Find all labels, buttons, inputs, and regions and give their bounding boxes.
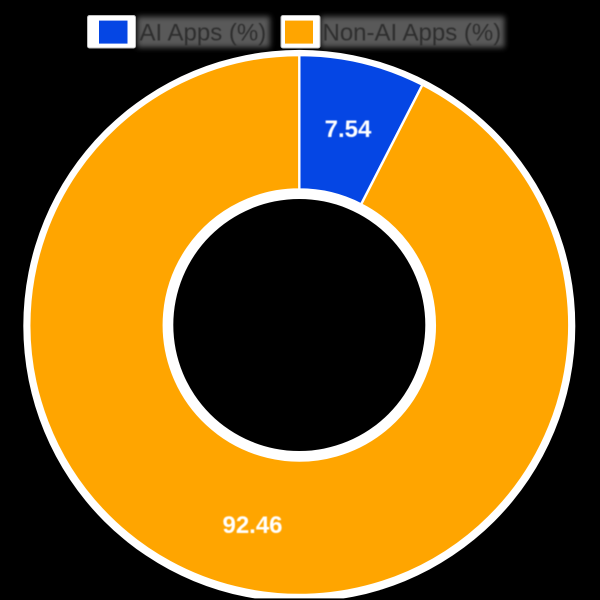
svg-text:92.46: 92.46 (222, 512, 282, 539)
svg-text:Non-AI Apps (%): Non-AI Apps (%) (323, 19, 502, 46)
svg-text:AI Apps (%): AI Apps (%) (140, 19, 267, 46)
svg-text:7.54: 7.54 (325, 116, 372, 143)
